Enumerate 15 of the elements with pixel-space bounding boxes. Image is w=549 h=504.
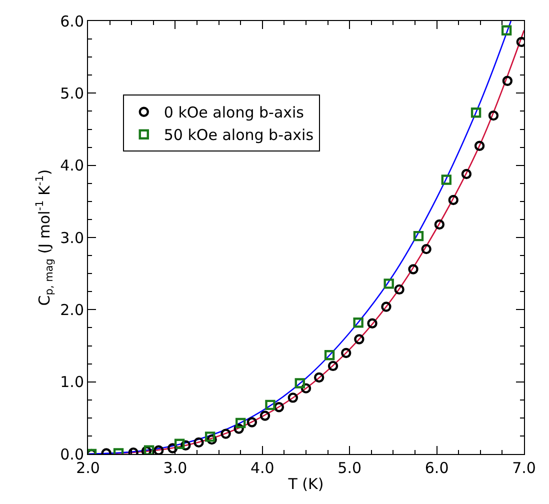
y-tick-label: 1.0 (60, 373, 84, 392)
x-tick-label: 3.0 (163, 459, 188, 477)
legend-label: 0 kOe along b-axis (164, 104, 304, 122)
legend-label: 50 kOe along b-axis (164, 126, 314, 144)
x-tick-label: 7.0 (512, 459, 536, 477)
x-tick-label: 4.0 (250, 459, 274, 477)
y-tick-label: 4.0 (60, 156, 84, 175)
y-tick-label: 6.0 (60, 12, 84, 30)
x-tick-label: 2.0 (76, 459, 100, 477)
x-axis-title: T (K) (287, 475, 324, 493)
y-tick-label: 5.0 (60, 84, 84, 102)
x-tick-label: 6.0 (424, 459, 449, 477)
y-tick-label: 3.0 (60, 228, 84, 247)
x-tick-label: 5.0 (338, 459, 362, 477)
y-tick-label: 2.0 (60, 300, 84, 319)
